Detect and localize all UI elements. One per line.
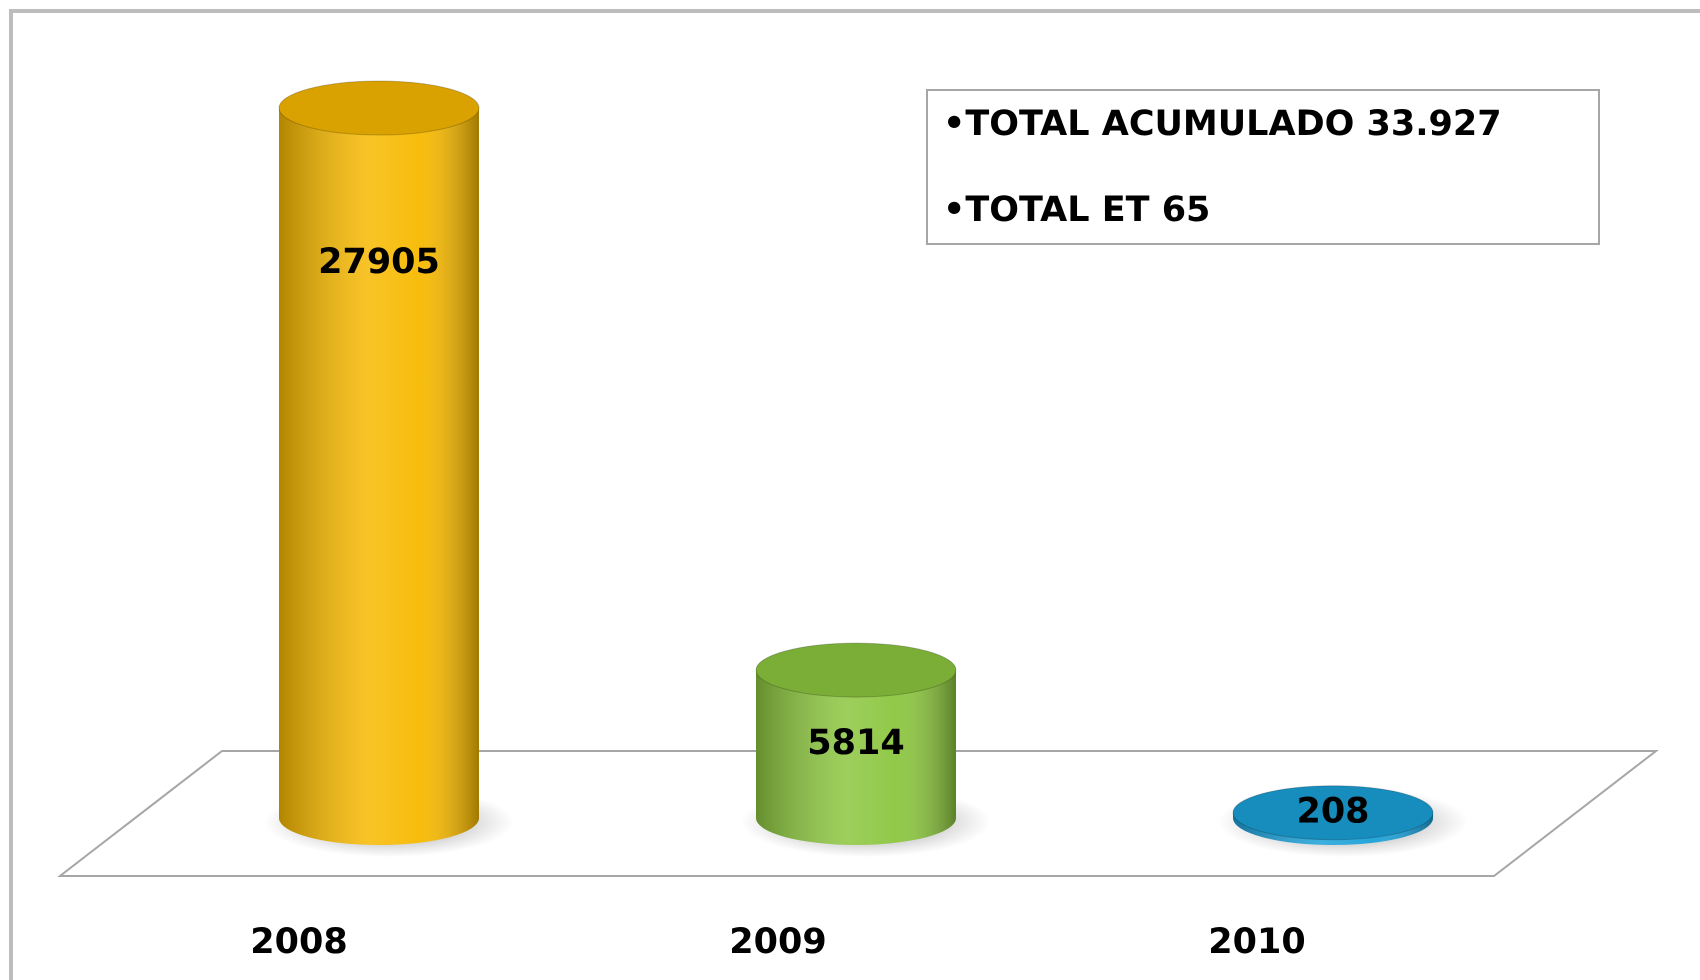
bar-top-shade — [756, 643, 956, 698]
bar-top — [755, 642, 957, 698]
frame — [9, 9, 1700, 980]
x-tick-label: 2009 — [729, 922, 826, 962]
annotation: •TOTAL ACUMULADO 33.927 — [943, 104, 1502, 144]
value-label: 208 — [1296, 792, 1369, 832]
bar-shading — [756, 670, 956, 845]
bar-top — [278, 80, 480, 136]
bar-top — [1232, 785, 1434, 841]
x-tick-label: 2008 — [250, 922, 347, 962]
value-label: 27905 — [318, 242, 440, 282]
annotation-box — [926, 89, 1600, 245]
bar-top-shade — [279, 81, 479, 135]
x-tick-label: 2010 — [1208, 922, 1305, 962]
annotation: •TOTAL ET 65 — [943, 190, 1210, 230]
value-label: 5814 — [807, 723, 904, 763]
bar-top-shade — [1233, 785, 1433, 840]
bar-shading — [279, 108, 479, 845]
